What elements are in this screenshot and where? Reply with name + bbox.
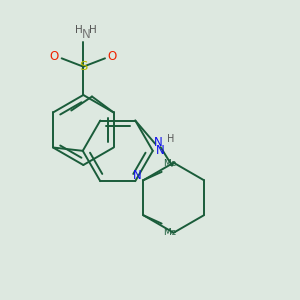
Text: S: S (79, 60, 88, 73)
Text: N: N (156, 144, 164, 157)
Text: H: H (167, 134, 174, 144)
Text: Me: Me (163, 159, 177, 168)
Text: N: N (133, 169, 141, 182)
Text: O: O (108, 50, 117, 63)
Text: Me: Me (163, 228, 177, 237)
Text: H: H (76, 25, 83, 35)
Text: O: O (50, 50, 59, 63)
Text: N: N (154, 136, 163, 149)
Text: H: H (89, 25, 97, 35)
Text: N: N (82, 28, 90, 41)
